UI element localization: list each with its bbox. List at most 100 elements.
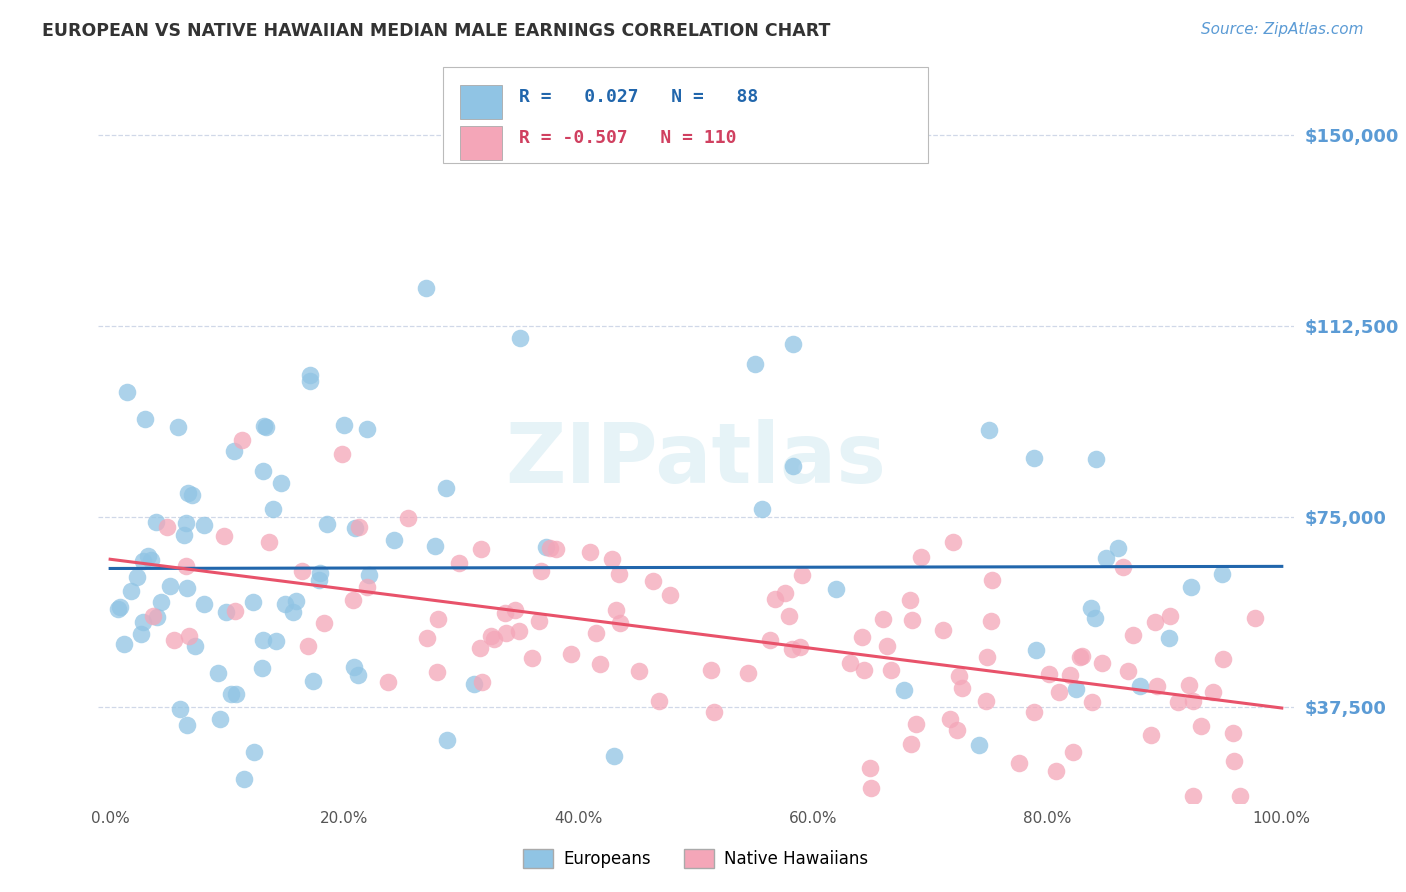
Point [494, 607, 516, 621]
Point [316, 516, 339, 531]
Point [560, 647, 582, 661]
Point [627, 664, 650, 678]
Point [852, 664, 875, 678]
Point [1178, 678, 1201, 692]
Point [782, 642, 804, 657]
Point [1159, 609, 1181, 624]
Point [538, 541, 561, 556]
Point [775, 585, 797, 599]
Point [225, 687, 247, 701]
Point [193, 597, 215, 611]
Point [520, 650, 543, 665]
Point [174, 516, 197, 530]
Point [1047, 685, 1070, 699]
Point [224, 443, 246, 458]
Point [872, 612, 894, 626]
Point [159, 579, 181, 593]
Point [134, 412, 156, 426]
Point [139, 553, 162, 567]
Point [737, 665, 759, 680]
Point [173, 528, 195, 542]
Point [302, 674, 325, 689]
Point [333, 417, 356, 432]
Point [253, 418, 276, 433]
Point [1081, 695, 1104, 709]
Text: Source: ZipAtlas.com: Source: ZipAtlas.com [1201, 22, 1364, 37]
Point [495, 625, 517, 640]
Point [298, 375, 321, 389]
Point [233, 772, 256, 786]
Point [544, 541, 567, 556]
Point [129, 626, 152, 640]
Point [1202, 685, 1225, 699]
Point [782, 337, 804, 351]
Point [1212, 652, 1234, 666]
Point [262, 501, 284, 516]
Point [952, 681, 974, 695]
Point [142, 608, 165, 623]
Point [281, 605, 304, 619]
Point [879, 664, 901, 678]
Point [579, 545, 602, 559]
Point [976, 694, 998, 708]
Point [1140, 728, 1163, 742]
Point [156, 520, 179, 534]
Point [789, 640, 811, 655]
Point [219, 687, 242, 701]
Point [252, 464, 274, 478]
Point [1157, 631, 1180, 645]
Point [699, 663, 721, 677]
Point [167, 419, 190, 434]
Point [893, 682, 915, 697]
Point [415, 280, 437, 294]
Point [242, 746, 264, 760]
Point [356, 580, 378, 594]
Point [900, 737, 922, 751]
Point [910, 549, 932, 564]
Point [208, 712, 231, 726]
Point [131, 615, 153, 630]
Point [470, 640, 492, 655]
Point [1189, 719, 1212, 733]
Point [120, 584, 142, 599]
Point [447, 556, 470, 570]
Point [585, 626, 607, 640]
Point [285, 594, 308, 608]
Point [825, 582, 848, 596]
Point [1229, 789, 1251, 804]
Point [782, 458, 804, 473]
Point [131, 554, 153, 568]
Point [1112, 560, 1135, 574]
Point [1146, 679, 1168, 693]
Point [274, 597, 297, 611]
Point [330, 448, 353, 462]
Point [778, 609, 800, 624]
Point [1062, 745, 1084, 759]
Point [1022, 450, 1045, 465]
Point [977, 423, 1000, 437]
Point [851, 630, 873, 644]
Point [508, 624, 530, 638]
Point [416, 631, 439, 645]
Point [291, 565, 314, 579]
Point [1038, 667, 1060, 681]
Point [1118, 665, 1140, 679]
Point [1222, 726, 1244, 740]
Point [115, 385, 138, 400]
Point [207, 666, 229, 681]
Point [382, 533, 405, 547]
Text: ZIPatlas: ZIPatlas [506, 418, 886, 500]
Point [177, 485, 200, 500]
Point [215, 605, 238, 619]
Point [1085, 452, 1108, 467]
Point [312, 616, 335, 631]
Point [297, 639, 319, 653]
Point [1008, 756, 1031, 770]
Point [257, 534, 280, 549]
Point [1244, 611, 1267, 625]
Point [176, 581, 198, 595]
Point [503, 603, 526, 617]
Point [643, 574, 665, 588]
Point [344, 521, 367, 535]
Point [1022, 706, 1045, 720]
